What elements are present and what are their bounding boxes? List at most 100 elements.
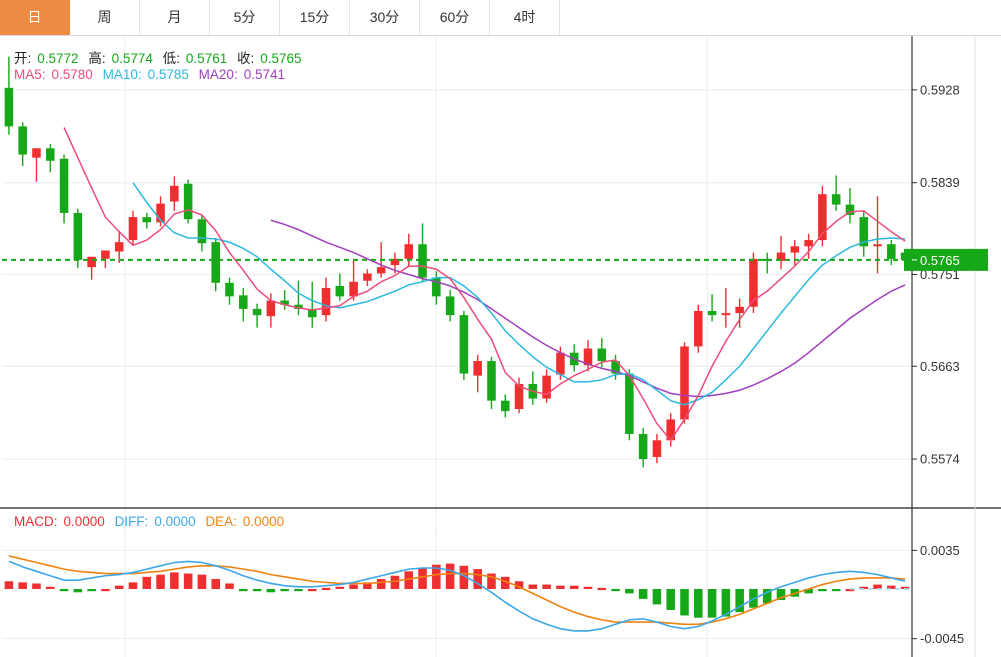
macd-bar [307, 588, 317, 592]
macd-bar [170, 572, 179, 589]
candle [294, 280, 303, 316]
ma10-value: 0.5785 [147, 67, 189, 82]
macd-bar [349, 584, 358, 589]
candle-body [790, 246, 800, 253]
macd-bar [831, 588, 841, 592]
tab-4[interactable]: 15分 [280, 0, 350, 35]
macd-bar [569, 585, 579, 589]
candle [831, 175, 841, 211]
candle [32, 148, 41, 182]
candle-body [321, 288, 331, 316]
price-tick-label-1: 0.5839 [920, 175, 960, 190]
macd-bar [321, 587, 331, 591]
price-tick-label-3: 0.5663 [920, 359, 960, 374]
candle [4, 56, 14, 135]
candle [321, 277, 331, 322]
candle [887, 240, 896, 266]
candle-body [404, 244, 414, 259]
candle-body [170, 185, 179, 202]
tab-7[interactable]: 4时 [490, 0, 560, 35]
candle-body [114, 242, 124, 252]
diff-value: 0.0000 [154, 514, 196, 529]
tab-label: 4时 [513, 9, 536, 25]
macd-bar [583, 586, 593, 589]
candle-body [721, 313, 731, 316]
dea-label: DEA: [205, 514, 237, 529]
candle [859, 210, 869, 257]
candle-body [390, 258, 400, 266]
ma20-label: MA20: [198, 67, 238, 82]
candle-body [514, 383, 524, 410]
macd-bar [625, 588, 634, 594]
candle-body [680, 346, 689, 420]
macd-bar [225, 583, 234, 589]
macd-bar [432, 564, 441, 589]
candle-body [418, 244, 427, 278]
macd-bar [556, 585, 565, 589]
candle [18, 122, 27, 167]
macd-bar [390, 575, 400, 589]
candle [197, 215, 207, 252]
candle-body [239, 295, 248, 309]
tab-6[interactable]: 60分 [420, 0, 490, 35]
ma-legend: MA5: 0.5780 MA10: 0.5785 MA20: 0.5741 [14, 67, 291, 82]
macd-bar [818, 588, 827, 592]
tab-label: 日 [27, 9, 42, 25]
tab-2[interactable]: 月 [140, 0, 210, 35]
macd-bar [280, 588, 289, 592]
chart-area: 0.5928 0.5839 0.5751 0.5663 0.5574 0.5765 0.00… [0, 36, 1001, 657]
macd-bar [87, 588, 96, 592]
macd-bar [707, 588, 717, 618]
low-label: 低: [162, 51, 180, 66]
candle [363, 269, 372, 286]
macd-bar [252, 588, 262, 592]
candle-body [818, 194, 827, 241]
macd-bar [804, 588, 813, 594]
tab-label: 60分 [439, 9, 470, 25]
candle [804, 233, 813, 259]
macd-bar [638, 588, 648, 599]
candle [625, 369, 634, 441]
current-price-badge-label: 0.5765 [920, 253, 960, 268]
close-value: 0.5765 [260, 51, 302, 66]
candle-body [859, 217, 869, 247]
candle [694, 304, 703, 353]
macd-bar [473, 569, 482, 589]
candle [73, 208, 83, 269]
candle [307, 281, 317, 328]
macd-bar [859, 586, 869, 589]
candle-body [349, 281, 358, 297]
candle-body [831, 194, 841, 205]
tab-5[interactable]: 30分 [350, 0, 420, 35]
candle [128, 210, 138, 246]
tab-1[interactable]: 周 [70, 0, 140, 35]
candle [514, 377, 524, 414]
price-tick-label-4: 0.5574 [920, 452, 960, 467]
candle [404, 233, 414, 268]
candle-body [59, 158, 69, 213]
candle-body [735, 306, 744, 314]
dea-value: 0.0000 [242, 514, 285, 529]
ohlc-legend: 开: 0.5772 高: 0.5774 低: 0.5761 收: 0.5765 [14, 47, 308, 67]
candle-body [845, 204, 855, 216]
ma10-label: MA10: [102, 67, 142, 82]
macd-bar [459, 565, 469, 589]
macd-tick-label-0: 0.0035 [920, 543, 960, 558]
candle-body [266, 300, 276, 317]
low-value: 0.5761 [185, 51, 228, 66]
macd-bar [487, 573, 496, 589]
tab-3[interactable]: 5分 [210, 0, 280, 35]
tab-0[interactable]: 日 [0, 0, 70, 35]
macd-bar [445, 563, 455, 589]
macd-bar [239, 588, 248, 592]
candle-body [583, 348, 593, 366]
candle-body [804, 240, 813, 247]
candle [790, 240, 800, 266]
candle [749, 252, 758, 314]
chart-background [0, 36, 1001, 657]
candle-body [611, 361, 620, 374]
ma5-line [63, 127, 906, 442]
current-price-badge [904, 248, 988, 271]
macd-bar [652, 588, 662, 605]
candle [638, 427, 648, 468]
